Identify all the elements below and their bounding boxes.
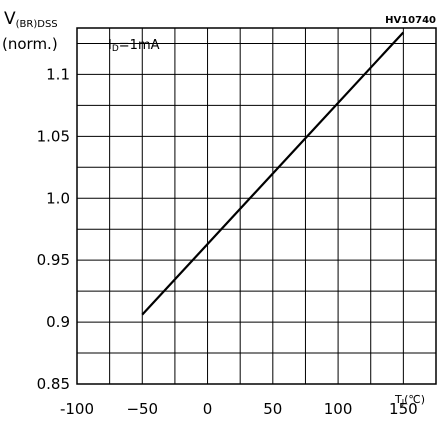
x-tick-label: -100 xyxy=(60,400,94,418)
annotation-sub: D xyxy=(112,44,119,54)
annotation-main: I xyxy=(108,38,112,53)
y-tick-label: 1.0 xyxy=(46,189,70,207)
y-axis-title: V(BR)DSS xyxy=(4,9,58,30)
x-tick-label: 100 xyxy=(324,400,353,418)
y-tick-label: 1.05 xyxy=(37,127,70,145)
plot-frame xyxy=(76,27,437,385)
y-tick-label: 0.9 xyxy=(46,313,70,331)
x-tick-label: 0 xyxy=(203,400,213,418)
x-tick-label: −50 xyxy=(126,400,158,418)
y-axis-label-sub: (BR)DSS xyxy=(16,19,58,30)
x-axis-label-sub: J xyxy=(401,398,404,407)
y-tick-label: 0.85 xyxy=(37,375,70,393)
series-line xyxy=(141,31,405,316)
grid xyxy=(77,28,436,384)
tick-labels: -100 −50 0 50 100 150 0.85 0.9 0.95 1.0 1.05 1.1 xyxy=(37,65,418,418)
y-tick-label: 0.95 xyxy=(37,251,70,269)
series-layer xyxy=(141,31,405,316)
x-tick-label: 50 xyxy=(263,400,282,418)
current-annotation: ID=1mA xyxy=(108,38,160,54)
x-axis-label-unit: (℃) xyxy=(404,393,425,406)
y-axis-norm-label: (norm.) xyxy=(2,35,58,53)
x-axis-title: TJ(℃) xyxy=(394,393,425,407)
annotation-rest: =1mA xyxy=(119,38,160,53)
x-axis-label-main: T xyxy=(394,393,402,406)
y-tick-label: 1.1 xyxy=(46,65,70,83)
x-tick-label: 150 xyxy=(389,400,418,418)
figure-code: HV10740 xyxy=(385,15,436,26)
y-axis-label-main: V xyxy=(4,9,16,29)
